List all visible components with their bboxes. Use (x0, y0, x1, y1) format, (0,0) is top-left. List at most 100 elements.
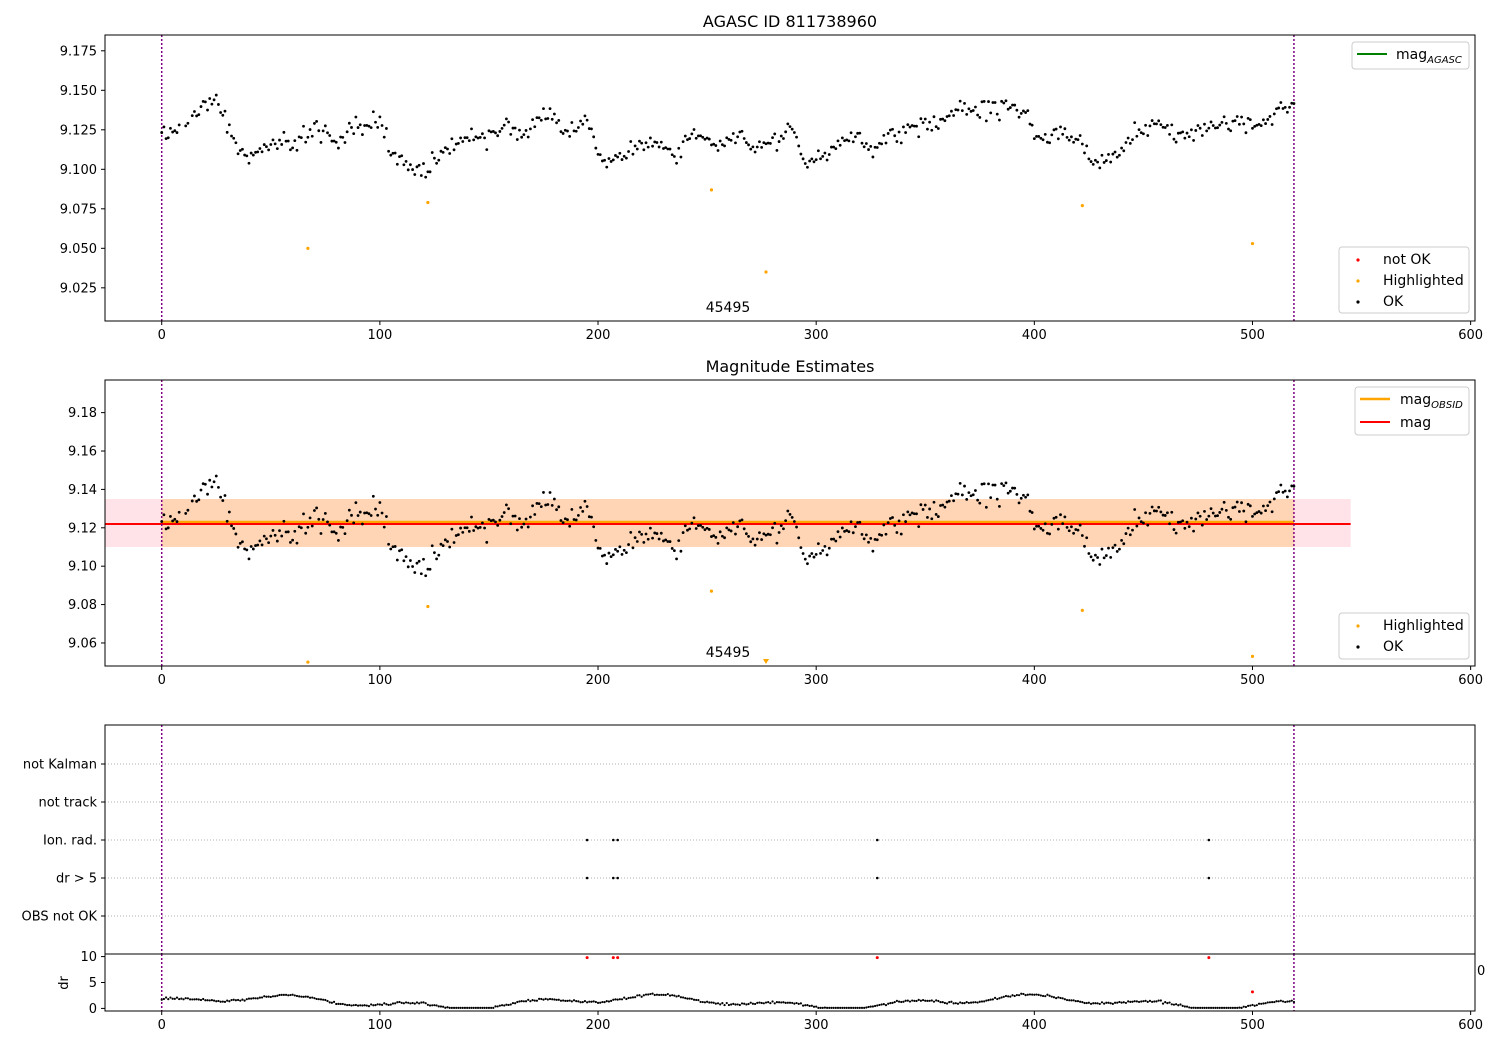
ok-point (1078, 523, 1082, 527)
ok-point (1246, 116, 1250, 120)
dr-point (363, 1004, 366, 1007)
ok-point (915, 124, 918, 128)
dr-point (1188, 1006, 1191, 1009)
ok-point (958, 481, 962, 485)
ok-point (302, 512, 305, 516)
dr-point (167, 998, 170, 1001)
dr-point (1185, 1005, 1189, 1008)
ok-point (718, 139, 722, 143)
dr-point (865, 1006, 868, 1009)
ok-point (234, 141, 238, 145)
dr-point (271, 995, 275, 998)
ok-point (984, 119, 988, 123)
panel1-legend-top[interactable]: magAGASC (1351, 41, 1470, 70)
dr-point (546, 998, 549, 1001)
ok-point (705, 526, 709, 530)
flag-category-label: Ion. rad. (43, 834, 97, 849)
ok-point (875, 538, 879, 542)
dr-point (332, 1000, 336, 1003)
ok-point (1078, 134, 1082, 137)
ok-point (1209, 507, 1213, 511)
ok-point (548, 107, 552, 111)
legend-highlighted-label: Highlighted (1383, 618, 1464, 634)
dr-point (686, 997, 689, 1000)
ok-point (376, 125, 380, 129)
dr-point (348, 1003, 351, 1007)
ok-point (607, 551, 611, 555)
ok-point (648, 526, 652, 530)
ok-point (465, 526, 469, 530)
ok-point (598, 153, 602, 157)
ok-point (1172, 528, 1176, 531)
ok-point (830, 537, 833, 541)
ok-point (864, 533, 868, 537)
ok-point (267, 148, 271, 152)
ok-point (1235, 115, 1239, 118)
dr-point (771, 1000, 774, 1003)
ok-point (836, 139, 840, 143)
dr-point (996, 997, 999, 1001)
ok-point (247, 557, 251, 561)
ok-point (821, 549, 825, 552)
ok-point (1181, 519, 1185, 523)
ok-point (906, 123, 910, 127)
dr-point (1022, 992, 1025, 996)
dr-point (1085, 1001, 1088, 1005)
dr-point (823, 1006, 827, 1009)
ok-point (341, 525, 345, 529)
ok-point (1200, 523, 1204, 527)
dr-point (433, 1004, 436, 1007)
ok-point (317, 517, 321, 521)
flag-point (875, 838, 879, 842)
ok-point (282, 130, 286, 134)
ok-point (522, 522, 526, 526)
dr-point (197, 998, 200, 1001)
dr-point (435, 1004, 438, 1007)
ok-point (926, 515, 929, 519)
ok-point (1091, 558, 1095, 562)
dr-point (1257, 1002, 1261, 1005)
ok-point (810, 157, 814, 161)
dr-point (871, 1005, 874, 1008)
flag-point (1207, 838, 1211, 842)
ok-point (1166, 511, 1169, 515)
dr-point (232, 998, 235, 1001)
ok-point (489, 519, 493, 523)
dr-point (784, 1001, 787, 1004)
ok-point (991, 101, 995, 104)
ok-point (1142, 132, 1145, 136)
dr-point (1100, 1001, 1104, 1004)
ok-point (1264, 122, 1267, 125)
panel1-legend-bottom[interactable]: not OK Highlighted OK (1338, 246, 1470, 314)
ok-point (219, 111, 223, 114)
ok-point (1268, 500, 1272, 504)
dr-point (202, 997, 205, 1001)
ok-point (1285, 110, 1289, 114)
dr-point (461, 1006, 464, 1009)
dr-point (400, 1001, 403, 1004)
dr-point (590, 1000, 593, 1003)
ok-point (1216, 514, 1219, 518)
dr-point (1046, 993, 1049, 996)
ok-point (1227, 127, 1230, 131)
dr-point (572, 999, 576, 1002)
dr-point (1273, 1000, 1276, 1004)
ok-point (755, 537, 759, 541)
panel2-legend-top[interactable]: magOBSID mag (1354, 386, 1470, 436)
ok-point (1135, 524, 1139, 528)
dr-point (692, 998, 696, 1001)
ok-point (871, 549, 875, 553)
dr-point (1031, 993, 1034, 996)
panel2-legend-bottom[interactable]: Highlighted OK (1338, 612, 1470, 660)
ok-point (426, 567, 430, 571)
ok-point (1128, 142, 1132, 145)
dr-point (274, 995, 277, 998)
ok-point (546, 503, 550, 506)
ok-point (976, 498, 980, 502)
ok-point (247, 161, 251, 165)
ok-point (1011, 103, 1014, 107)
ok-point (836, 530, 840, 534)
ok-point (232, 136, 236, 140)
dr-point (424, 1002, 427, 1005)
ok-point (939, 504, 942, 507)
